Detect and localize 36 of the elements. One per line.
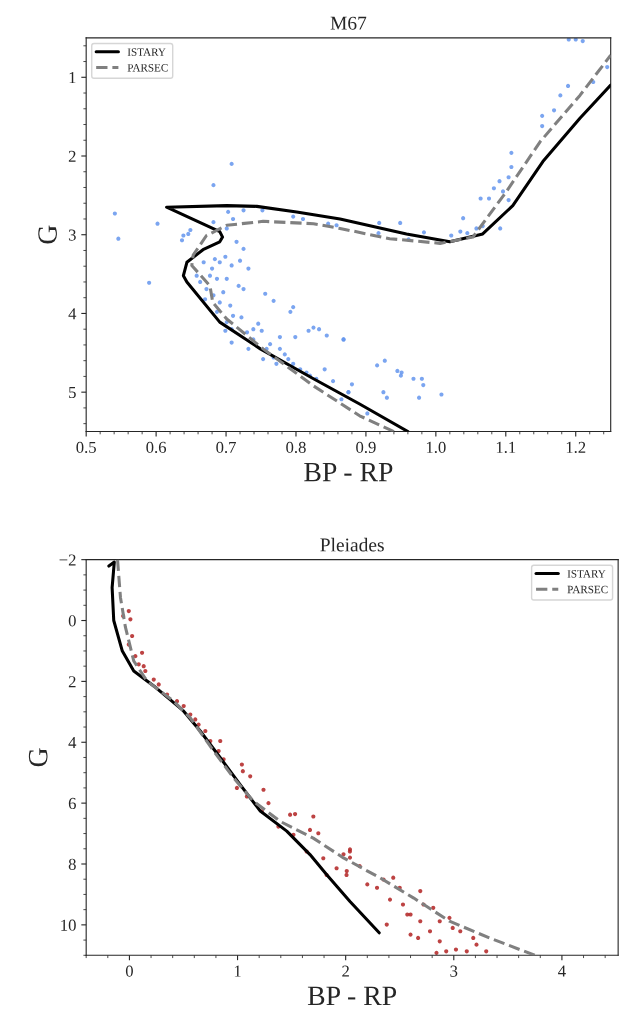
y-tick-label: 4: [68, 737, 77, 749]
y-tick-label: 3: [68, 229, 76, 241]
x-tick-label: 1: [234, 965, 241, 977]
y-tick-label: 8: [68, 858, 76, 870]
y-tick-label: 10: [61, 919, 76, 931]
x-tick-label: 0.8: [286, 441, 306, 454]
y-tick-label: 4: [68, 308, 77, 320]
y-tick-label: −2: [59, 554, 76, 566]
y-tick-label: 6: [68, 797, 76, 810]
y-tick-label: 2: [68, 150, 76, 162]
x-tick-label: 1.0: [426, 441, 446, 454]
y-tick-label: 2: [68, 676, 76, 688]
x-tick-label: 0: [125, 965, 133, 977]
x-tick-label: 0.6: [146, 441, 167, 454]
y-tick-label: 5: [69, 387, 76, 399]
legend-label: ISTARY: [567, 570, 606, 578]
y-axis-title: G: [28, 748, 48, 767]
x-tick-label: 2: [342, 965, 349, 977]
legend-label: PARSEC: [567, 585, 608, 594]
line-series: [116, 559, 537, 956]
x-tick-label: 1.2: [566, 441, 586, 454]
chart-title: Pleiades: [320, 537, 384, 552]
chart-title: M67: [330, 16, 367, 30]
legend-label: PARSEC: [127, 64, 168, 72]
y-axis-title: G: [38, 225, 57, 244]
x-tick-label: 3: [450, 965, 458, 977]
y-tick-label: 0: [68, 615, 76, 627]
x-tick-label: 0.5: [76, 441, 96, 454]
x-tick-label: 0.7: [216, 441, 236, 454]
x-tick-label: 4: [558, 965, 566, 977]
x-axis-title: BP - RP: [307, 986, 397, 1006]
x-tick-label: 0.9: [356, 441, 376, 454]
x-axis-title: BP - RP: [304, 463, 393, 482]
y-tick-label: 1: [69, 72, 76, 84]
legend-label: ISTARY: [127, 48, 166, 56]
x-tick-label: 1.1: [496, 441, 516, 454]
